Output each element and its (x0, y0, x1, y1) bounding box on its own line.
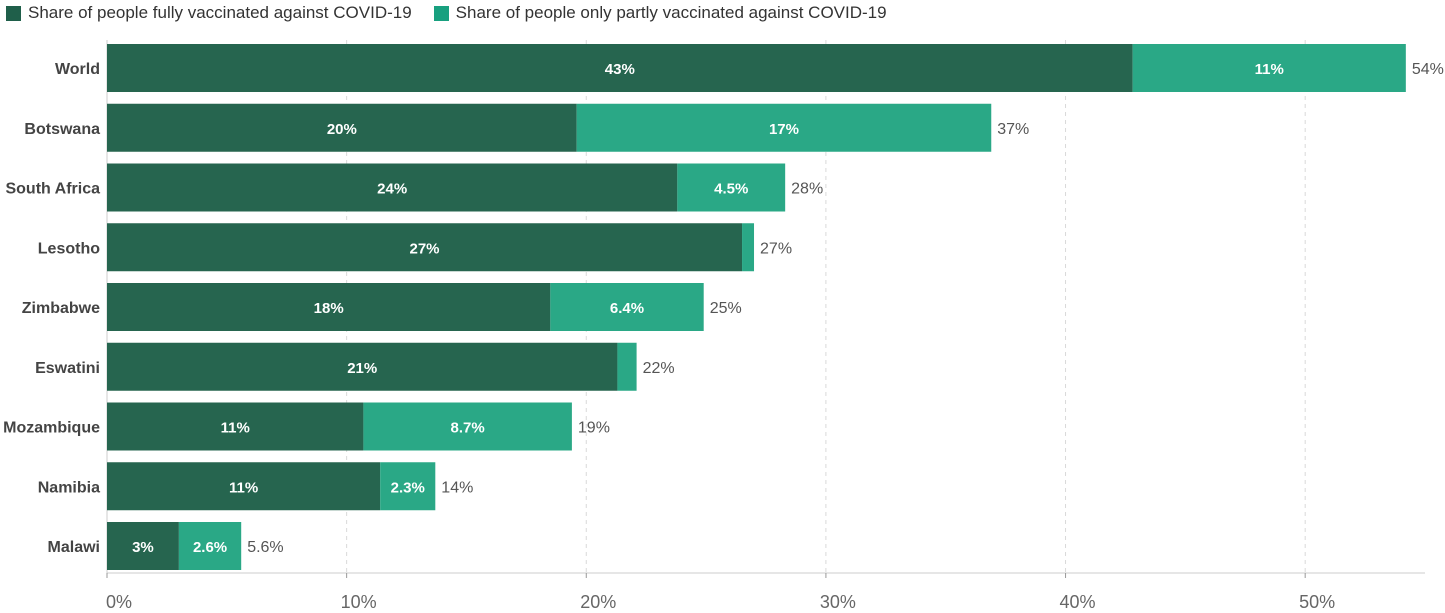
bar-total-label: 37% (997, 121, 1029, 138)
bar-total-label: 19% (578, 420, 610, 437)
bar-full[interactable] (107, 342, 618, 391)
bar-partial[interactable] (617, 342, 637, 391)
bar-full-label: 20% (327, 121, 357, 138)
bar-total-label: 5.6% (247, 539, 283, 556)
bar-total-label: 28% (791, 181, 823, 198)
bar-full-label: 3% (132, 539, 154, 556)
bar-full[interactable] (107, 462, 381, 511)
legend-label-partial: Share of people only partly vaccinated a… (455, 3, 887, 22)
x-tick-label: 40% (1060, 592, 1096, 612)
bar-partial[interactable] (677, 163, 786, 212)
legend-item-full[interactable]: Share of people fully vaccinated against… (6, 3, 412, 23)
category-label: Mozambique (3, 420, 100, 437)
bar-partial[interactable] (742, 223, 755, 272)
bar-full-label: 11% (221, 420, 250, 437)
bar-full-label: 27% (410, 240, 440, 257)
bar-total-label: 22% (643, 360, 675, 377)
category-label: South Africa (5, 181, 100, 198)
category-label: Malawi (48, 539, 100, 556)
bar-partial[interactable] (380, 462, 436, 511)
category-label: Lesotho (38, 240, 100, 257)
x-tick-label: 50% (1299, 592, 1335, 612)
legend-swatch-partial (433, 5, 449, 21)
bar-full[interactable] (107, 163, 678, 212)
bar-total-label: 27% (760, 240, 792, 257)
bar-full-label: 18% (314, 300, 344, 317)
bar-full-label: 43% (605, 61, 635, 78)
bar-full[interactable] (107, 103, 577, 152)
legend-item-partial[interactable]: Share of people only partly vaccinated a… (433, 3, 887, 23)
legend-swatch-full (6, 5, 21, 21)
bar-partial[interactable] (363, 402, 572, 451)
bar-partial-label: 17% (769, 121, 799, 138)
category-label: World (55, 61, 100, 78)
legend: Share of people fully vaccinated against… (6, 3, 909, 23)
bar-full-label: 11% (229, 479, 258, 496)
bar-partial-label: 8.7% (451, 420, 485, 437)
bar-full[interactable] (107, 402, 364, 451)
category-label: Eswatini (35, 360, 100, 377)
bar-partial[interactable] (1132, 44, 1406, 92)
bar-partial-label: 4.5% (714, 181, 748, 198)
bar-total-label: 25% (710, 300, 742, 317)
bar-full-label: 21% (347, 360, 377, 377)
bar-full[interactable] (107, 522, 179, 570)
category-label: Botswana (24, 121, 100, 138)
bar-partial[interactable] (576, 103, 992, 152)
bar-full[interactable] (107, 283, 551, 331)
bar-partial[interactable] (550, 283, 704, 331)
bar-full[interactable] (107, 223, 743, 272)
bar-partial-label: 6.4% (610, 300, 644, 317)
bar-partial-label: 11% (1255, 61, 1284, 78)
bar-partial-label: 2.6% (193, 539, 227, 556)
x-tick-label: 20% (580, 592, 616, 612)
bar-total-label: 14% (441, 479, 473, 496)
bar-partial[interactable] (178, 522, 242, 570)
bar-partial-label: 2.3% (391, 479, 425, 496)
category-label: Zimbabwe (22, 300, 100, 317)
bar-full-label: 24% (377, 181, 407, 198)
x-tick-label: 10% (341, 592, 377, 612)
bar-full[interactable] (107, 44, 1133, 92)
category-label: Namibia (38, 479, 100, 496)
x-tick-label: 30% (820, 592, 856, 612)
x-tick-label: 0% (106, 592, 132, 612)
bar-total-label: 54% (1412, 61, 1444, 78)
legend-label-full: Share of people fully vaccinated against… (28, 3, 412, 22)
